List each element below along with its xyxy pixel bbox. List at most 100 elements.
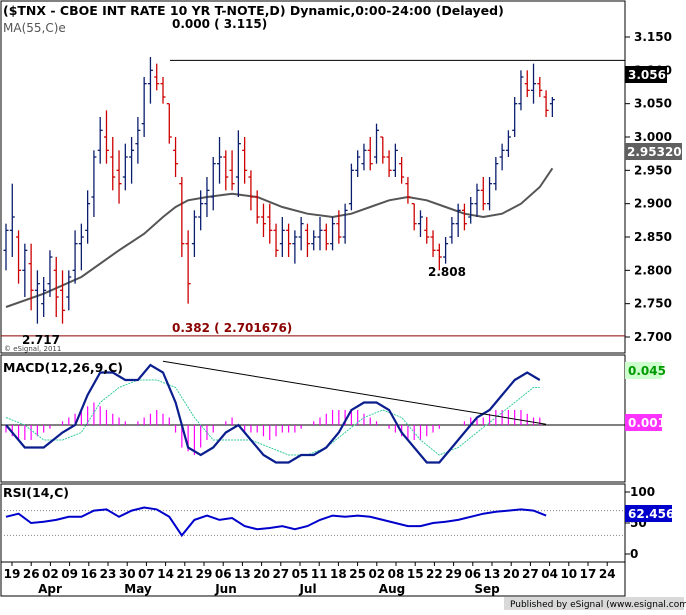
x-day-label: 20 [503,567,520,581]
macd-histogram-box [625,414,662,431]
price-tick-label: 2.750 [634,297,672,311]
ohlc-bar [399,157,405,184]
x-day-label: 04 [541,567,558,581]
ohlc-bar [424,217,430,244]
ohlc-bar [160,77,166,104]
ohlc-bar [260,203,266,237]
footer-bar [504,597,684,610]
rsi-title: RSI(14,C) [3,485,69,500]
ohlc-bar [531,63,537,104]
price-tick-label: 2.800 [634,263,672,277]
ohlc-bar [198,190,204,231]
x-day-label: 14 [157,567,174,581]
ohlc-bar [317,217,323,251]
x-day-label: 17 [580,567,597,581]
x-day-label: 15 [407,567,424,581]
ohlc-bar [436,243,442,271]
x-day-label: 26 [23,567,40,581]
price-tick-label: 2.850 [634,230,672,244]
ohlc-bar [204,177,210,217]
price-tick-label: 2.900 [634,197,672,211]
ohlc-bar [543,90,549,117]
ohlc-bar [254,190,260,224]
ohlc-bar [235,130,241,197]
ohlc-bar [468,197,474,224]
x-day-label: 29 [445,567,462,581]
x-month-label: Aug [379,582,405,596]
ohlc-bar [286,223,292,257]
x-day-label: 30 [119,567,136,581]
rsi-value: 62.456 [628,507,674,521]
x-month-label: Apr [38,582,62,596]
ohlc-bar [9,183,15,257]
ohlc-bar [41,277,47,317]
ohlc-bar [34,270,40,324]
ohlc-bar [129,137,135,184]
ohlc-bar [512,97,518,137]
ohlc-bar [72,230,78,284]
ohlc-bar [110,137,116,191]
x-month-label: May [124,582,152,596]
x-month-label: Jul [298,582,316,596]
x-day-label: 02 [368,567,385,581]
ma-indicator-label: MA(55,C)e [3,21,66,35]
ohlc-bar [461,203,467,231]
x-month-label: Sep [474,582,500,596]
ohlc-bar [116,150,122,204]
ohlc-bar [185,230,191,304]
x-day-label: 20 [253,567,270,581]
x-day-label: 23 [100,567,117,581]
macd-value: 0.045 [628,364,666,378]
ohlc-bar [493,157,499,191]
price-tick-label: 3.150 [634,30,672,44]
ohlc-bar [3,223,9,271]
ohlc-bar [22,243,28,297]
ohlc-bar [311,230,317,251]
x-day-label: 22 [426,567,443,581]
x-day-label: 21 [176,567,193,581]
ohlc-bar [355,150,361,177]
x-day-label: 09 [61,567,78,581]
ohlc-bar [85,190,91,244]
low-label-2808: 2.808 [428,265,466,279]
ohlc-bar [367,137,373,171]
ohlc-bar [487,177,493,211]
x-day-label: 25 [349,567,366,581]
ohlc-bar [16,230,22,284]
ohlc-bar [537,77,543,97]
x-day-label: 05 [292,567,309,581]
macd-title: MACD(12,26,9,C) [3,360,123,375]
ohlc-bar [505,130,511,157]
ohlc-bar [229,150,235,191]
ohlc-bar [103,110,109,164]
ohlc-bar [549,97,555,117]
x-day-label: 07 [138,567,155,581]
x-month-label: Jun [214,582,237,596]
ohlc-bar [443,237,449,264]
ohlc-bar [60,270,66,324]
macd-value-box [625,362,662,379]
ohlc-bar [524,70,530,97]
ohlc-bar [392,143,398,177]
ma-line [5,167,554,308]
ohlc-bar [361,143,367,171]
x-day-label: 27 [522,567,539,581]
ma-value-box [625,143,682,160]
x-day-label: 11 [311,567,328,581]
x-day-label: 13 [234,567,251,581]
ohlc-bar [480,177,486,211]
ohlc-bar [267,203,273,244]
ohlc-bar [154,63,160,91]
ohlc-bar [273,223,279,257]
ohlc-bar [242,137,248,184]
chart-title: ($TNX - CBOE INT RATE 10 YR T-NOTE,D) Dy… [3,3,504,18]
x-day-label: 02 [42,567,59,581]
ohlc-bar [374,123,380,164]
x-day-label: 29 [196,567,213,581]
ohlc-bar [323,223,329,251]
fib-382-label: 0.382 ( 2.701676) [172,321,292,335]
ohlc-bar [342,203,348,244]
ohlc-bar [28,243,34,311]
